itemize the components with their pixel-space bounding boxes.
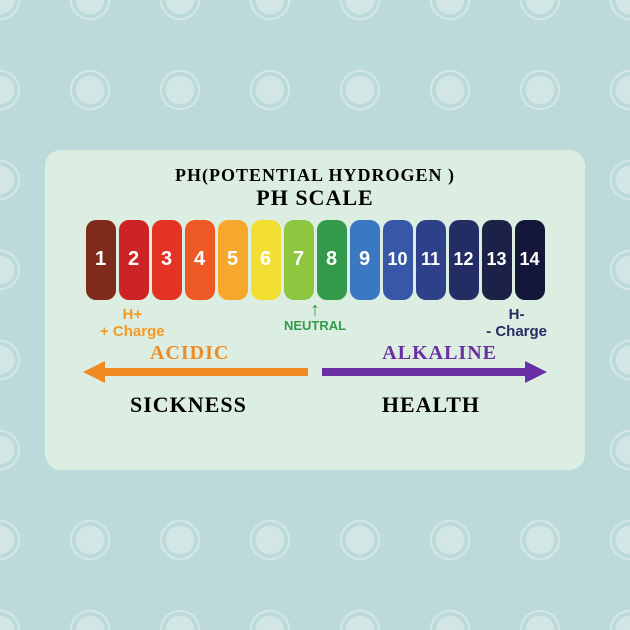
alkaline-arrow-icon <box>322 368 547 376</box>
title-block: PH(POTENTIAL HYDROGEN ) PH SCALE <box>45 150 585 210</box>
ph-chip-10: 10 <box>383 220 413 300</box>
title-line-1: PH(POTENTIAL HYDROGEN ) <box>45 166 585 186</box>
ph-chip-5: 5 <box>218 220 248 300</box>
ph-chip-7: 7 <box>284 220 314 300</box>
ph-chip-8: 8 <box>317 220 347 300</box>
ph-chip-12: 12 <box>449 220 479 300</box>
acidic-arrow-icon <box>83 368 308 376</box>
sickness-label: SICKNESS <box>130 392 247 418</box>
direction-arrows <box>83 368 547 390</box>
ph-chip-11: 11 <box>416 220 446 300</box>
ph-chip-4: 4 <box>185 220 215 300</box>
neutral-arrow-icon: ↑ <box>284 300 346 320</box>
h-plus-symbol: H+ <box>100 306 165 323</box>
color-strip: 1234567891011121314 <box>45 220 585 300</box>
neutral-label: NEUTRAL <box>284 318 346 333</box>
ph-chip-1: 1 <box>86 220 116 300</box>
ph-chip-14: 14 <box>515 220 545 300</box>
annotations-area: H+ + Charge ↑ NEUTRAL H- - Charge ACIDIC… <box>45 300 585 440</box>
health-label: HEALTH <box>382 392 480 418</box>
title-line-2: PH SCALE <box>45 186 585 210</box>
neutral-indicator: ↑ NEUTRAL <box>284 300 346 333</box>
h-minus-symbol: H- <box>486 306 547 323</box>
ph-chip-6: 6 <box>251 220 281 300</box>
left-charge-label: H+ + Charge <box>100 306 165 341</box>
ph-chip-13: 13 <box>482 220 512 300</box>
ph-scale-card: PH(POTENTIAL HYDROGEN ) PH SCALE 1234567… <box>45 150 585 470</box>
ph-chip-3: 3 <box>152 220 182 300</box>
ph-chip-9: 9 <box>350 220 380 300</box>
acidic-label: ACIDIC <box>150 342 229 365</box>
minus-charge-text: - Charge <box>486 323 547 340</box>
ph-chip-2: 2 <box>119 220 149 300</box>
plus-charge-text: + Charge <box>100 323 165 340</box>
right-charge-label: H- - Charge <box>486 306 547 341</box>
alkaline-label: ALKALINE <box>382 342 497 365</box>
